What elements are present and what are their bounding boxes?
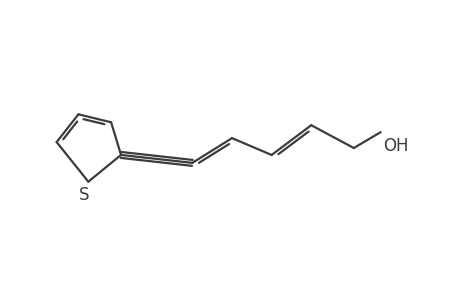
Text: S: S [79, 186, 90, 204]
Text: OH: OH [383, 137, 408, 155]
